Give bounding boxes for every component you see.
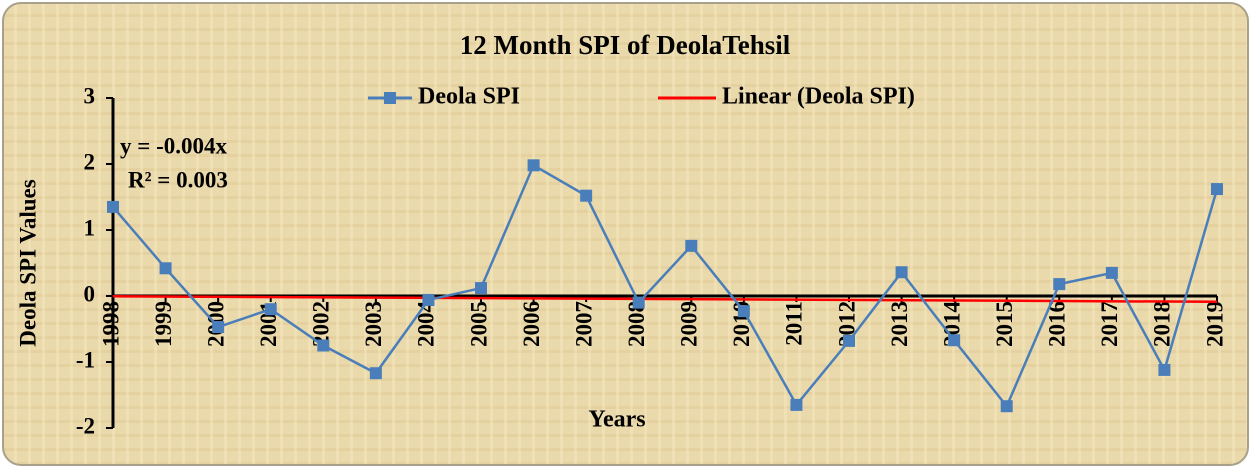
x-tick-label: 2007 [571,301,596,347]
legend-marker [384,92,396,104]
data-point [632,296,645,309]
y-tick-label: 3 [84,83,96,108]
data-point [843,334,855,347]
data-point [1211,183,1223,196]
y-tick-label: 0 [84,281,96,306]
y-tick-label: -1 [76,347,95,372]
x-tick-label: 2006 [519,301,544,347]
x-tick-label: 2018 [1150,301,1175,347]
x-tick-label: 2015 [992,301,1017,347]
trend-r-squared: R² = 0.003 [128,167,228,192]
x-tick-label: 2009 [677,301,702,347]
series-line [112,163,1219,409]
x-tick-label: 2004 [414,301,439,348]
x-tick-label: 2003 [361,301,386,347]
data-point [685,239,698,252]
legend-label: Linear (Deola SPI) [722,84,915,110]
data-point [1000,400,1013,413]
data-point [895,266,908,279]
data-point [948,334,961,347]
data-point [317,339,330,352]
x-tick-label: 2013 [887,301,912,347]
y-axis-title: Deola SPI Values [15,179,40,346]
data-point [1105,266,1118,279]
data-point [527,159,540,172]
data-point [264,303,277,316]
x-tick-label: 2019 [1202,301,1227,347]
trend-equation: y = -0.004x [120,133,228,158]
x-tick-label: 2005 [466,301,491,347]
data-point [1053,278,1066,291]
x-axis-title: Years [588,407,645,433]
trendline [112,295,1218,304]
data-point [159,262,172,275]
y-tick-label: 1 [84,215,96,240]
data-point [1158,363,1171,376]
legend-label: Deola SPI [418,84,520,110]
x-tick-label: 1998 [98,301,123,347]
data-point [737,305,750,318]
data-point [790,398,803,411]
data-point [369,367,382,380]
y-tick-label: -2 [76,413,95,438]
x-tick-label: 2008 [624,301,649,347]
data-point [475,282,487,295]
x-tick-label: 2011 [782,301,807,346]
chart-title: 12 Month SPI of DeolaTehsil [460,30,791,60]
data-point [107,200,119,213]
data-point [212,321,225,334]
data-point [580,189,593,202]
x-tick-label: 2017 [1097,301,1122,347]
data-point [422,293,435,306]
y-tick-label: 2 [84,149,96,174]
x-tick-label: 1999 [151,301,176,347]
